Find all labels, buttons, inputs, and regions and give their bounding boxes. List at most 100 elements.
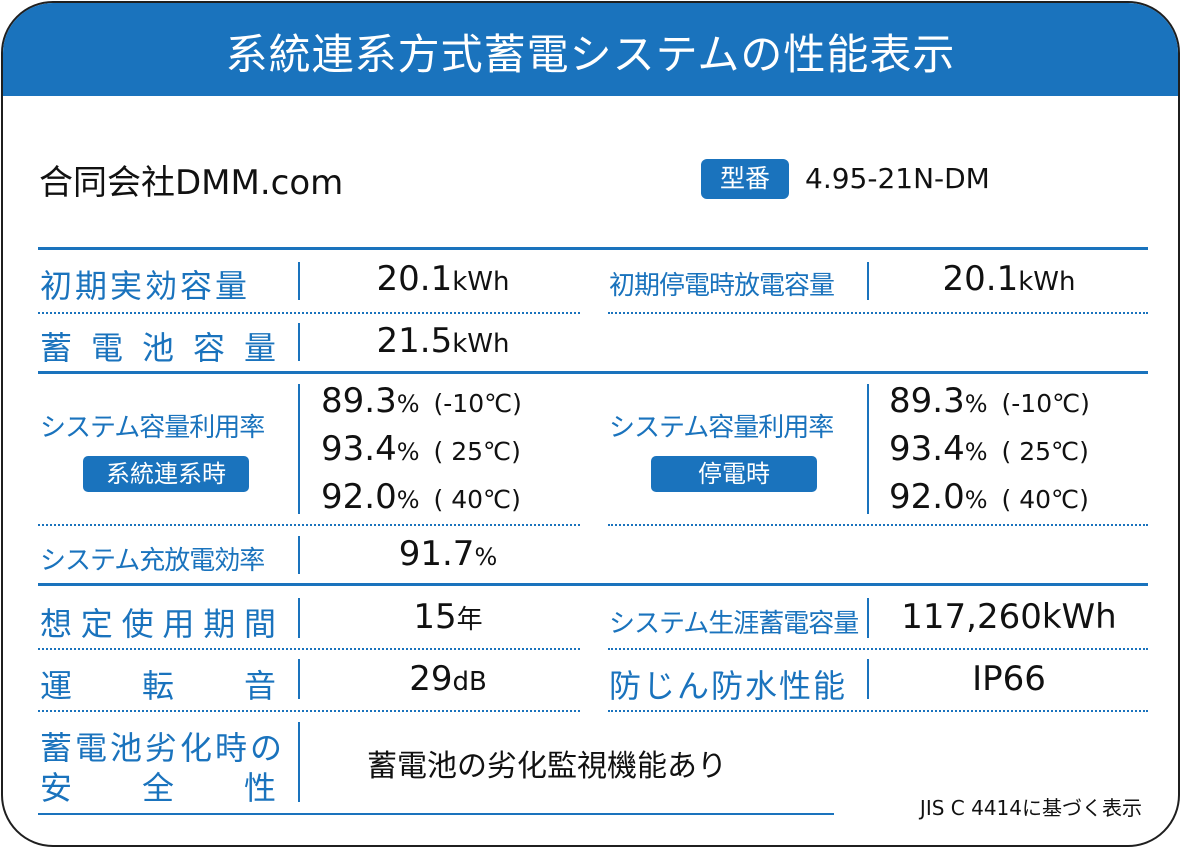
label-char: 間	[243, 605, 276, 643]
column-separator	[298, 722, 300, 802]
table-bottom-rule	[38, 813, 834, 815]
battery-capacity-label: 蓄 電 池 容 量	[40, 323, 276, 369]
column-separator	[867, 262, 869, 300]
jis-standard-note: JIS C 4414に基づく表示	[919, 796, 1142, 820]
company-name: 合同会社DMM.com	[39, 163, 344, 203]
degradation-safety-label-line1: 蓄電池劣化時の	[40, 729, 286, 767]
header-bar: 系統連系方式蓄電システムの性能表示	[3, 3, 1178, 96]
row-divider	[38, 312, 580, 314]
utilization-value: 93.4	[321, 429, 397, 469]
expected-lifetime-value: 15年	[303, 597, 593, 637]
row-divider	[38, 648, 580, 650]
temperature-condition: (-10℃)	[433, 389, 522, 418]
percent-unit: %	[964, 438, 988, 466]
utilization-value: 93.4	[889, 429, 965, 469]
lifetime-number: 15	[413, 597, 457, 637]
utilization-outage-line: 93.4% ( 25℃)	[889, 429, 1089, 469]
page-title: 系統連系方式蓄電システムの性能表示	[225, 30, 956, 79]
degradation-safety-label-line2: 安 全 性	[40, 763, 276, 809]
expected-lifetime-label: 想 定 使 用 期 間	[40, 599, 276, 645]
percent-unit: %	[474, 543, 498, 571]
label-char: 定	[80, 605, 113, 643]
utilization-outage-line: 89.3% (-10℃)	[889, 381, 1090, 421]
ingress-protection-value: IP66	[972, 659, 1046, 699]
ingress-protection-label: 防じん防水性能	[609, 667, 848, 705]
outage-capacity-value: 20.1kWh	[869, 259, 1149, 299]
table-top-rule	[38, 247, 1148, 250]
column-separator	[298, 659, 300, 699]
lifetime-unit: 年	[456, 605, 483, 635]
outage-tag: 停電時	[651, 456, 817, 492]
label-char: 性	[243, 769, 276, 807]
utilization-grid-line: 93.4% ( 25℃)	[321, 429, 521, 469]
battery-capacity-unit: kWh	[452, 329, 510, 359]
label-char: 容	[192, 329, 225, 367]
label-char: 想	[40, 605, 73, 643]
utilization-value: 92.0	[889, 477, 965, 517]
lifetime-capacity-value: 117,260kWh	[901, 597, 1117, 637]
temperature-condition: ( 40℃)	[433, 485, 521, 514]
label-char: 運	[40, 667, 73, 705]
model-number-value: 4.95-21N-DM	[805, 162, 990, 195]
label-char: 蓄	[40, 329, 73, 367]
outage-capacity-number: 20.1	[942, 259, 1019, 299]
utilization-outage-line: 92.0% ( 40℃)	[889, 477, 1089, 517]
temperature-condition: ( 40℃)	[1001, 485, 1089, 514]
grid-connected-tag: 系統連系時	[83, 456, 249, 492]
utilization-value: 92.0	[321, 477, 397, 517]
label-char: 使	[121, 605, 154, 643]
utilization-value: 89.3	[321, 381, 397, 421]
percent-unit: %	[964, 390, 988, 418]
column-separator	[298, 384, 300, 514]
label-char: 用	[162, 605, 195, 643]
section-rule	[38, 583, 1148, 586]
initial-capacity-label-text: 初期実効容量	[40, 267, 251, 305]
label-char: 転	[141, 667, 174, 705]
initial-capacity-value: 20.1kWh	[303, 259, 583, 299]
outage-capacity-label: 初期停電時放電容量	[609, 271, 835, 301]
utilization-grid-line: 89.3% (-10℃)	[321, 381, 522, 421]
operating-noise-value: 29dB	[303, 659, 593, 699]
percent-unit: %	[964, 486, 988, 514]
row-divider	[608, 648, 1148, 650]
section-rule	[38, 371, 1148, 374]
percent-unit: %	[396, 486, 420, 514]
noise-unit: dB	[452, 667, 487, 697]
temperature-condition: ( 25℃)	[433, 437, 521, 466]
column-separator	[867, 384, 869, 514]
label-char: 音	[243, 667, 276, 705]
efficiency-number: 91.7	[398, 534, 475, 574]
utilization-value: 89.3	[889, 381, 965, 421]
column-separator	[867, 659, 869, 699]
row-divider	[38, 524, 580, 526]
column-separator	[867, 598, 869, 638]
initial-capacity-number: 20.1	[376, 259, 453, 299]
percent-unit: %	[396, 438, 420, 466]
utilization-grid-label: システム容量利用率	[40, 413, 265, 443]
model-number-badge: 型番	[701, 159, 789, 199]
percent-unit: %	[396, 390, 420, 418]
column-separator	[298, 536, 300, 574]
initial-capacity-label: 初期実効容量	[40, 261, 276, 307]
initial-capacity-unit: kWh	[452, 267, 510, 297]
utilization-outage-label: システム容量利用率	[609, 413, 834, 443]
label-char: 池	[141, 329, 174, 367]
battery-capacity-number: 21.5	[376, 321, 453, 361]
row-divider	[38, 710, 580, 712]
utilization-grid-line: 92.0% ( 40℃)	[321, 477, 521, 517]
temperature-condition: ( 25℃)	[1001, 437, 1089, 466]
label-char: 量	[243, 329, 276, 367]
battery-capacity-value: 21.5kWh	[303, 321, 583, 361]
row-divider	[608, 312, 1148, 314]
label-char: 期	[203, 605, 236, 643]
outage-capacity-unit: kWh	[1018, 267, 1076, 297]
row-divider	[608, 710, 1148, 712]
label-char: 全	[141, 769, 174, 807]
degradation-safety-value: 蓄電池の劣化監視機能あり	[367, 749, 727, 784]
lifetime-capacity-label: システム生涯蓄電容量	[609, 609, 859, 639]
label-char: 電	[90, 329, 123, 367]
column-separator	[298, 262, 300, 300]
operating-noise-label: 運 転 音	[40, 661, 276, 707]
label-char: 安	[40, 769, 73, 807]
